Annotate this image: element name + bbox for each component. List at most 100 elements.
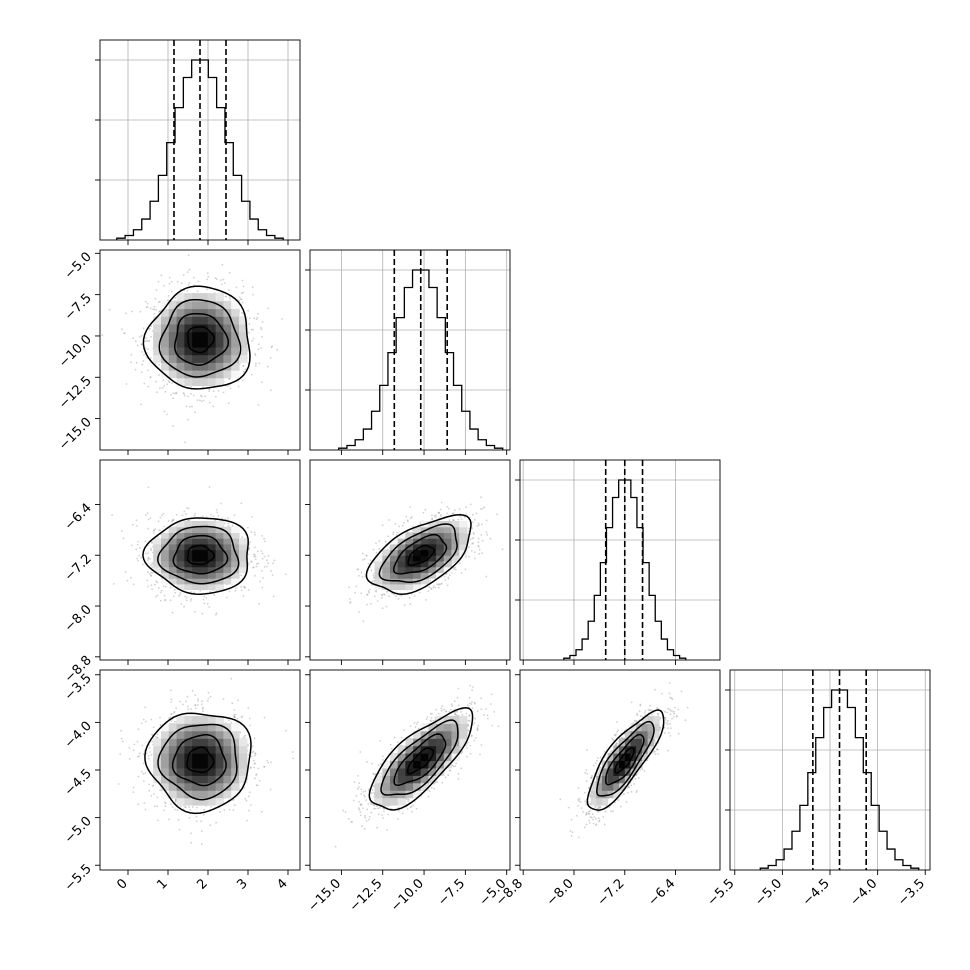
- density-cell: [192, 549, 201, 556]
- sample-point: [147, 557, 150, 560]
- density-cell: [161, 300, 170, 310]
- sample-point: [144, 340, 147, 343]
- sample-point: [378, 540, 381, 543]
- sample-point: [147, 369, 149, 372]
- density-cell: [443, 543, 453, 551]
- sample-point: [411, 529, 414, 531]
- sample-point: [182, 392, 185, 395]
- density-cell: [231, 370, 240, 379]
- sample-point: [454, 566, 457, 569]
- sample-point: [485, 519, 488, 522]
- density-cell: [436, 561, 445, 568]
- density-cell: [382, 566, 391, 573]
- sample-point: [187, 395, 190, 398]
- sample-point: [157, 520, 160, 523]
- density-cell: [176, 521, 185, 528]
- sample-point: [242, 364, 245, 367]
- sample-point: [193, 591, 196, 594]
- sample-point: [253, 566, 255, 569]
- density-cell: [168, 572, 178, 579]
- sample-point: [139, 310, 142, 313]
- sample-point: [156, 581, 159, 584]
- sample-point: [375, 589, 377, 592]
- sample-point: [240, 716, 243, 719]
- contour-line: [172, 534, 229, 575]
- density-cell: [153, 538, 162, 545]
- density-cell: [239, 339, 248, 348]
- sample-point: [227, 522, 230, 525]
- sample-point: [465, 506, 467, 509]
- sample-point: [159, 516, 162, 519]
- sample-point: [170, 280, 173, 283]
- sample-point: [147, 527, 150, 530]
- contour-line: [392, 533, 448, 575]
- sample-point: [212, 405, 215, 408]
- density-cell: [231, 578, 240, 585]
- density-cell: [207, 316, 217, 325]
- sample-point: [271, 345, 273, 348]
- density-cell: [184, 354, 193, 363]
- density-cell: [207, 572, 217, 579]
- density-cell: [207, 532, 217, 539]
- sample-point: [241, 536, 244, 539]
- sample-point: [178, 595, 180, 597]
- density-cell: [397, 543, 406, 551]
- density-cell: [192, 377, 201, 386]
- sample-point: [210, 514, 213, 516]
- density-cell: [184, 293, 193, 302]
- sample-point: [229, 387, 232, 390]
- density-cell: [215, 566, 224, 573]
- density-cell: [168, 526, 178, 533]
- contour-line: [378, 523, 458, 584]
- density-cell: [215, 339, 224, 348]
- sample-point: [201, 612, 204, 615]
- sample-point: [251, 516, 254, 518]
- sample-point: [137, 803, 140, 806]
- panel-2-2: [515, 459, 721, 665]
- sample-point: [136, 557, 139, 560]
- sample-point: [250, 373, 253, 376]
- sample-point: [150, 325, 153, 327]
- contour-line: [173, 313, 230, 366]
- sample-point: [431, 517, 434, 520]
- sample-point: [101, 334, 104, 337]
- sample-point: [200, 400, 203, 403]
- density-cell: [223, 543, 232, 551]
- sample-point: [150, 549, 153, 552]
- density-cell: [153, 354, 162, 363]
- sample-point: [458, 562, 461, 565]
- density-cell: [397, 555, 406, 562]
- sample-point: [189, 405, 191, 408]
- sample-point: [191, 405, 193, 408]
- sample-point: [483, 506, 486, 509]
- sample-point: [257, 562, 260, 565]
- density-cell: [200, 331, 209, 340]
- sample-point: [202, 598, 205, 601]
- density-cell: [231, 543, 240, 551]
- sample-point: [263, 537, 265, 540]
- density-cell: [176, 377, 185, 386]
- sample-point: [150, 547, 153, 550]
- panel-contents: [101, 254, 283, 444]
- density-cell: [192, 316, 201, 325]
- sample-point: [250, 560, 253, 563]
- density-cell: [207, 323, 217, 333]
- sample-point: [183, 393, 186, 395]
- sample-point: [447, 576, 450, 579]
- sample-point: [224, 295, 227, 298]
- sample-point: [465, 556, 467, 558]
- density-cell: [200, 578, 209, 585]
- sample-point: [149, 376, 152, 378]
- sample-point: [154, 297, 157, 300]
- density-cell: [215, 532, 224, 539]
- sample-point: [197, 280, 200, 283]
- sample-point: [198, 399, 201, 402]
- sample-point: [383, 593, 385, 595]
- density-cell: [200, 543, 209, 551]
- sample-point: [438, 512, 441, 515]
- density-cell: [420, 549, 429, 556]
- sample-point: [242, 285, 245, 288]
- density-cell: [176, 300, 185, 310]
- sample-point: [208, 606, 211, 608]
